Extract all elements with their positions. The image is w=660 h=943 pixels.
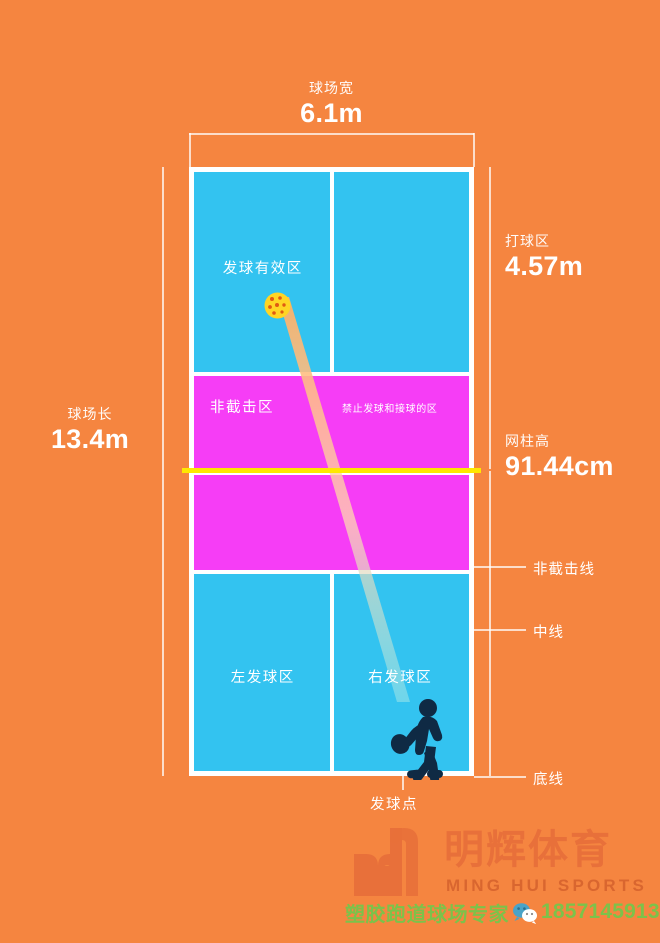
leader-line-center-line xyxy=(474,629,526,631)
dimension-court-width-value: 6.1m xyxy=(300,98,363,129)
zone-label-serve-valid: 发球有效区 xyxy=(222,261,303,277)
player-silhouette-icon xyxy=(383,698,458,782)
zone-label-non-volley-note: 禁止发球和接球的区 xyxy=(342,404,438,415)
callout-baseline: 底线 xyxy=(533,772,564,788)
mh-monogram-logo-icon xyxy=(352,828,434,896)
court-surface: 发球有效区 非截击区 禁止发球和接球的区 左发球区 右发球区 xyxy=(194,172,469,771)
zone-label-non-volley: 非截击区 xyxy=(210,400,274,416)
leader-line-non-volley xyxy=(474,566,526,568)
guide-line-top-width-tick-left xyxy=(189,133,191,167)
dimension-court-length: 球场长 13.4m xyxy=(18,406,162,455)
dimension-net-post-height-caption: 网柱高 xyxy=(505,433,550,449)
footer-phone: 18571459135 xyxy=(541,900,660,923)
brand-name-en: MING HUI SPORTS xyxy=(446,876,648,895)
guide-line-top-width-tick-right xyxy=(473,133,475,167)
pickleball-icon xyxy=(264,292,291,319)
dimension-play-area-caption: 打球区 xyxy=(505,233,550,249)
zone-label-right-serve: 右发球区 xyxy=(368,670,433,686)
pickleball-court: 发球有效区 非截击区 禁止发球和接球的区 左发球区 右发球区 xyxy=(189,167,474,776)
guide-line-left-length xyxy=(162,167,164,776)
brand-logo: 明辉体育 MING HUI SPORTS xyxy=(352,826,652,898)
footer-tagline-text: 塑胶跑道球场专家 xyxy=(345,903,509,926)
footer-tagline: 塑胶跑道球场专家 18571459135 xyxy=(345,898,660,926)
dimension-net-post-height: 网柱高 91.44cm xyxy=(505,433,614,482)
dimension-court-length-value: 13.4m xyxy=(50,424,130,455)
court-net-line xyxy=(182,468,481,473)
callout-center-line: 中线 xyxy=(533,625,564,641)
dimension-play-area: 打球区 4.57m xyxy=(505,233,583,282)
dimension-court-width-caption: 球场宽 xyxy=(309,80,354,96)
zone-label-left-serve: 左发球区 xyxy=(230,670,295,686)
leader-line-serve-point xyxy=(402,776,404,790)
guide-line-right-netheight xyxy=(489,471,491,776)
court-zone-top-right xyxy=(331,172,469,372)
court-zone-non-volley-top xyxy=(194,376,469,471)
callout-serve-point: 发球点 xyxy=(370,797,418,813)
dimension-net-post-height-value: 91.44cm xyxy=(505,451,614,482)
court-zone-non-volley-bottom xyxy=(194,475,469,570)
dimension-court-length-caption: 球场长 xyxy=(67,406,113,422)
guide-line-right-playarea xyxy=(489,167,491,469)
callout-non-volley-line: 非截击线 xyxy=(533,562,595,578)
leader-line-baseline xyxy=(474,776,526,778)
wechat-icon xyxy=(512,902,538,925)
court-center-line-top xyxy=(329,172,334,372)
dimension-play-area-value: 4.57m xyxy=(505,251,584,282)
guide-line-top-width xyxy=(189,133,474,135)
dimension-court-width: 球场宽 6.1m xyxy=(249,80,414,129)
brand-name-cn: 明辉体育 xyxy=(444,828,612,872)
